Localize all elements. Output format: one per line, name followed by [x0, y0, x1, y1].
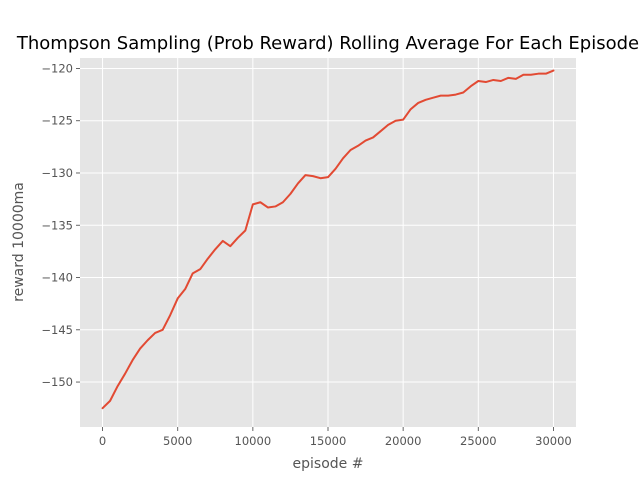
y-tick-label: −130 [41, 166, 73, 180]
x-tick-label: 10000 [235, 434, 272, 448]
x-tick-label: 25000 [460, 434, 497, 448]
x-tick-label: 0 [99, 434, 106, 448]
series-lines [101, 69, 555, 410]
y-tick-label: −150 [41, 375, 73, 389]
x-tick-label: 15000 [310, 434, 347, 448]
x-tick-label: 30000 [535, 434, 572, 448]
chart-title: Thompson Sampling (Prob Reward) Rolling … [16, 33, 639, 54]
y-axis-ticks: −150 −145 −140 −135 −130 −125 −120 [41, 61, 80, 389]
y-tick-label: −140 [41, 271, 73, 285]
y-tick-label: −120 [41, 61, 73, 75]
y-tick-label: −135 [41, 218, 73, 232]
x-tick-label: 20000 [385, 434, 422, 448]
y-tick-label: −125 [41, 114, 73, 128]
y-tick-label: −145 [41, 323, 73, 337]
y-axis-label: reward 10000ma [11, 182, 27, 302]
x-axis-ticks: 0 5000 10000 15000 20000 25000 30000 [99, 427, 572, 448]
x-tick-label: 5000 [163, 434, 192, 448]
series-line-0 [101, 69, 555, 410]
x-axis-label: episode # [293, 456, 364, 472]
